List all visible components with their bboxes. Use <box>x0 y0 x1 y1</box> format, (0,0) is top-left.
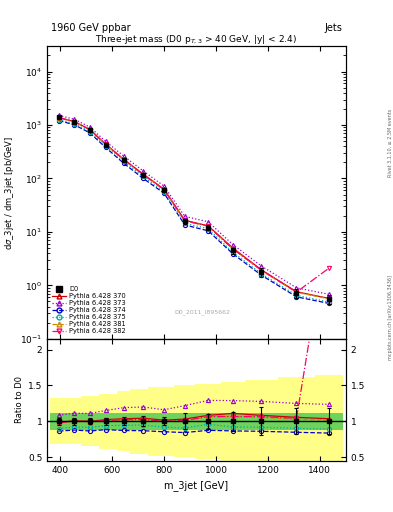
Text: D0_2011_I895662: D0_2011_I895662 <box>174 310 230 315</box>
Y-axis label: d$\sigma$_3jet / dm_3jet [pb/GeV]: d$\sigma$_3jet / dm_3jet [pb/GeV] <box>3 135 16 249</box>
Legend: D0, Pythia 6.428 370, Pythia 6.428 373, Pythia 6.428 374, Pythia 6.428 375, Pyth: D0, Pythia 6.428 370, Pythia 6.428 373, … <box>50 285 127 335</box>
Text: Jets: Jets <box>324 23 342 33</box>
Title: Three-jet mass (D0 p$_{T,3}$ > 40 GeV, |y| < 2.4): Three-jet mass (D0 p$_{T,3}$ > 40 GeV, |… <box>95 33 298 46</box>
Y-axis label: Ratio to D0: Ratio to D0 <box>15 376 24 423</box>
Text: 1960 GeV ppbar: 1960 GeV ppbar <box>51 23 131 33</box>
Text: mcplots.cern.ch [arXiv:1306.3436]: mcplots.cern.ch [arXiv:1306.3436] <box>388 275 393 360</box>
Text: Rivet 3.1.10, ≥ 2.5M events: Rivet 3.1.10, ≥ 2.5M events <box>388 109 393 178</box>
X-axis label: m_3jet [GeV]: m_3jet [GeV] <box>164 480 229 491</box>
